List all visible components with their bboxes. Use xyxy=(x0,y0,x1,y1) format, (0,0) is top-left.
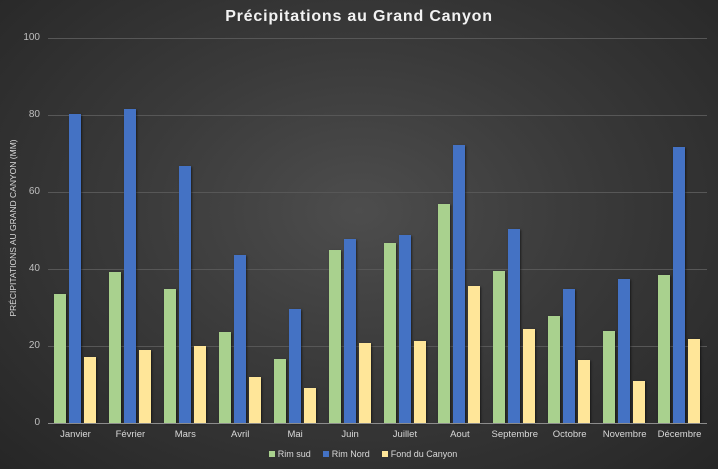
bar-rim-sud xyxy=(438,203,451,424)
y-axis-label: PRÉCIPITATIONS AU GRAND CANYON (MM) xyxy=(8,139,18,317)
gridline xyxy=(48,346,707,347)
bar-rim-sud xyxy=(273,358,286,424)
legend-swatch-icon xyxy=(322,451,329,457)
bar-rim-nord xyxy=(508,229,521,424)
bar-rim-sud xyxy=(218,332,231,424)
legend-item: Rim Nord xyxy=(322,449,370,459)
x-tick-label: Octobre xyxy=(552,429,587,440)
bar-fond-du-canyon xyxy=(138,350,151,424)
legend-swatch-icon xyxy=(268,451,275,457)
legend-item: Rim sud xyxy=(268,449,311,459)
bar-rim-nord xyxy=(453,144,466,424)
legend-item: Fond du Canyon xyxy=(381,449,458,459)
bar-rim-nord xyxy=(69,113,81,424)
bar-rim-nord xyxy=(563,288,576,424)
bar-rim-nord xyxy=(343,238,356,424)
legend: Rim sud Rim Nord Fond du Canyon xyxy=(0,449,718,459)
y-tick-label: 0 xyxy=(34,417,40,429)
bar-fond-du-canyon xyxy=(633,380,646,424)
gridline xyxy=(48,192,707,193)
legend-label: Fond du Canyon xyxy=(390,449,458,459)
bar-rim-nord xyxy=(398,235,411,424)
x-tick-label: Mars xyxy=(174,429,196,440)
x-tick-label: Septembre xyxy=(491,429,539,440)
x-tick-label: Novembre xyxy=(602,429,647,440)
bar-fond-du-canyon xyxy=(523,328,536,424)
bar-fond-du-canyon xyxy=(193,345,206,424)
bar-rim-nord xyxy=(233,254,246,424)
bar-fond-du-canyon xyxy=(358,342,371,424)
bar-fond-du-canyon xyxy=(468,285,481,424)
bar-fond-du-canyon xyxy=(248,377,261,424)
bar-rim-sud xyxy=(54,294,66,424)
legend-label: Rim sud xyxy=(277,449,311,459)
x-axis-line xyxy=(48,423,707,424)
bar-fond-du-canyon xyxy=(303,388,316,424)
y-tick-label: 100 xyxy=(23,32,40,44)
x-tick-label: Février xyxy=(115,429,146,440)
bar-rim-sud xyxy=(383,243,396,424)
bar-fond-du-canyon xyxy=(84,357,96,424)
x-tick-label: Décembre xyxy=(657,429,702,440)
bar-rim-sud xyxy=(603,331,616,424)
chart-title: Précipitations au Grand Canyon xyxy=(225,8,493,25)
bar-fond-du-canyon xyxy=(688,338,701,424)
gridline xyxy=(48,269,707,270)
gridline xyxy=(48,115,707,116)
bar-fond-du-canyon xyxy=(578,360,591,424)
bar-rim-sud xyxy=(108,271,121,424)
x-tick-label: Avril xyxy=(231,429,250,440)
bar-rim-nord xyxy=(618,278,631,424)
x-tick-label: Juin xyxy=(341,429,359,440)
bar-rim-nord xyxy=(288,308,301,424)
legend-label: Rim Nord xyxy=(331,449,370,459)
y-tick-label: 20 xyxy=(28,340,40,352)
x-tick-label: Mai xyxy=(287,429,303,440)
bar-rim-nord xyxy=(123,108,136,424)
bar-rim-sud xyxy=(328,250,341,424)
bar-rim-sud xyxy=(548,315,561,424)
y-tick-label: 60 xyxy=(28,186,40,198)
x-tick-label: Juillet xyxy=(392,429,418,440)
y-tick-label: 80 xyxy=(28,109,40,121)
bar-rim-nord xyxy=(673,146,686,424)
bar-rim-sud xyxy=(658,274,671,424)
bar-rim-nord xyxy=(178,166,191,424)
bar-rim-sud xyxy=(493,270,506,424)
legend-swatch-icon xyxy=(381,451,388,457)
y-tick-label: 40 xyxy=(28,263,40,275)
gridline xyxy=(48,38,707,39)
bar-fond-du-canyon xyxy=(413,340,426,424)
bar-rim-sud xyxy=(163,288,176,424)
x-tick-label: Aout xyxy=(450,429,470,440)
x-tick-label: Janvier xyxy=(60,429,91,440)
